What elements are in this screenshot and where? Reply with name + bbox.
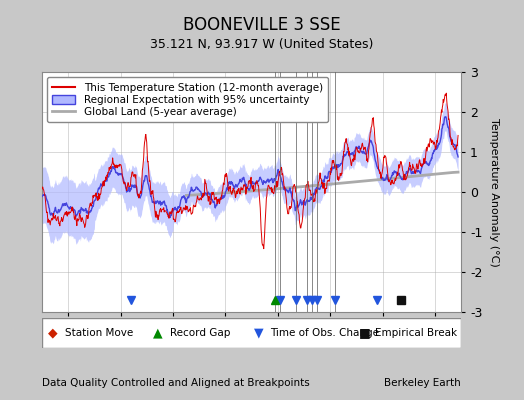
Text: Data Quality Controlled and Aligned at Breakpoints: Data Quality Controlled and Aligned at B… (42, 378, 310, 388)
FancyBboxPatch shape (42, 318, 461, 348)
Text: Record Gap: Record Gap (170, 328, 230, 338)
Text: Station Move: Station Move (65, 328, 133, 338)
Text: BOONEVILLE 3 SSE: BOONEVILLE 3 SSE (183, 16, 341, 34)
Text: ▼: ▼ (254, 326, 263, 340)
Text: Time of Obs. Change: Time of Obs. Change (270, 328, 379, 338)
Legend: This Temperature Station (12-month average), Regional Expectation with 95% uncer: This Temperature Station (12-month avera… (47, 77, 328, 122)
Text: Empirical Break: Empirical Break (375, 328, 457, 338)
Y-axis label: Temperature Anomaly (°C): Temperature Anomaly (°C) (489, 118, 499, 266)
Text: ◆: ◆ (48, 326, 58, 340)
Text: Berkeley Earth: Berkeley Earth (385, 378, 461, 388)
Text: ▲: ▲ (153, 326, 162, 340)
Text: ■: ■ (358, 326, 370, 340)
Text: 35.121 N, 93.917 W (United States): 35.121 N, 93.917 W (United States) (150, 38, 374, 51)
